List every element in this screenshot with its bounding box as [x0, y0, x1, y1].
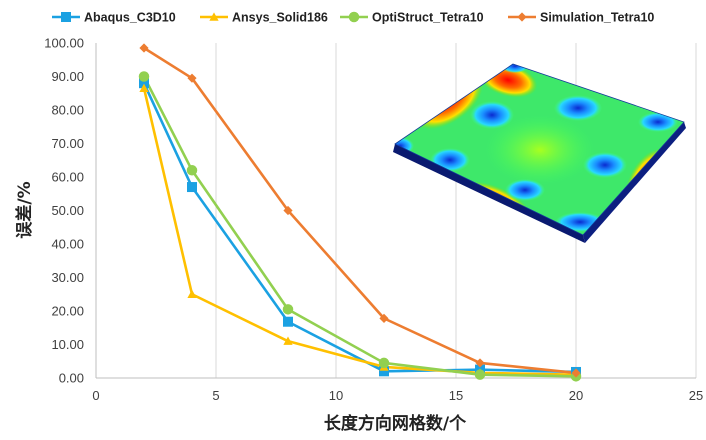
- data-point-ansys-solid186: [139, 83, 149, 93]
- y-tick-label: 10.00: [51, 337, 84, 352]
- y-tick-label: 60.00: [51, 170, 84, 185]
- data-point-ansys-solid186: [283, 336, 293, 345]
- legend-label: OptiStruct_Tetra10: [372, 11, 484, 25]
- data-point-ansys-solid186: [187, 289, 197, 299]
- data-point-optistruct-tetra10: [378, 357, 390, 369]
- series-markers: [138, 43, 582, 382]
- y-tick-label: 20.00: [51, 304, 84, 319]
- axes: [95, 43, 696, 379]
- x-tick-label: 10: [329, 388, 343, 403]
- y-tick-label: 70.00: [51, 136, 84, 151]
- y-tick-label: 90.00: [51, 69, 84, 84]
- y-tick-labels: 0.00 10.00 20.00 30.00 40.00 50.00 60.00 70.00 8…: [44, 36, 84, 386]
- series-lines: [142, 46, 577, 378]
- legend-label: Abaqus_C3D10: [84, 11, 176, 25]
- legend-marker: [348, 11, 360, 23]
- x-tick-label: 15: [449, 388, 463, 403]
- data-point-simulation-tetra10: [571, 368, 581, 378]
- y-tick-label: 80.00: [51, 103, 84, 118]
- data-point-optistruct-tetra10: [186, 165, 198, 176]
- series-line-optistruct-tetra10: [142, 75, 577, 378]
- data-point-optistruct-tetra10: [474, 369, 486, 380]
- x-tick-labels: 0 5 10 15 20 25: [92, 388, 703, 403]
- y-tick-label: 30.00: [51, 270, 84, 285]
- series-line-ansys-solid186: [142, 87, 577, 376]
- y-tick-label: 0.00: [59, 371, 84, 386]
- legend-marker: [209, 12, 219, 21]
- y-axis-title: 误差/%: [14, 181, 35, 238]
- x-tick-label: 20: [569, 388, 583, 403]
- legend-label: Ansys_Solid186: [232, 11, 328, 25]
- series-line-abaqus-c3d10: [142, 82, 577, 374]
- data-point-simulation-tetra10: [379, 313, 389, 323]
- legend-label: Simulation_Tetra10: [540, 11, 654, 25]
- x-axis-title: 长度方向网格数/个: [324, 413, 467, 434]
- data-point-optistruct-tetra10: [282, 304, 294, 315]
- data-point-simulation-tetra10: [475, 358, 485, 368]
- y-tick-label: 40.00: [51, 237, 84, 252]
- data-point-abaqus-c3d10: [139, 78, 149, 89]
- data-point-optistruct-tetra10: [138, 71, 150, 82]
- x-tick-label: 5: [212, 388, 219, 403]
- x-tick-label: 25: [689, 388, 703, 403]
- legend-marker: [517, 12, 527, 22]
- data-point-simulation-tetra10: [139, 43, 149, 53]
- data-point-simulation-tetra10: [283, 205, 293, 216]
- fea-contour-inset-image: [393, 63, 686, 243]
- legend-marker: [61, 12, 71, 22]
- x-tick-label: 0: [92, 388, 99, 403]
- series-line-simulation-tetra10: [143, 46, 577, 375]
- legend: Abaqus_C3D10 Ansys_Solid186 OptiStruct_Tet…: [52, 11, 654, 25]
- data-point-abaqus-c3d10: [283, 316, 293, 327]
- data-point-simulation-tetra10: [187, 73, 197, 83]
- y-tick-label: 50.00: [51, 203, 84, 218]
- data-point-abaqus-c3d10: [187, 182, 197, 193]
- data-point-abaqus-c3d10: [379, 366, 389, 377]
- y-tick-label: 100.00: [44, 36, 84, 51]
